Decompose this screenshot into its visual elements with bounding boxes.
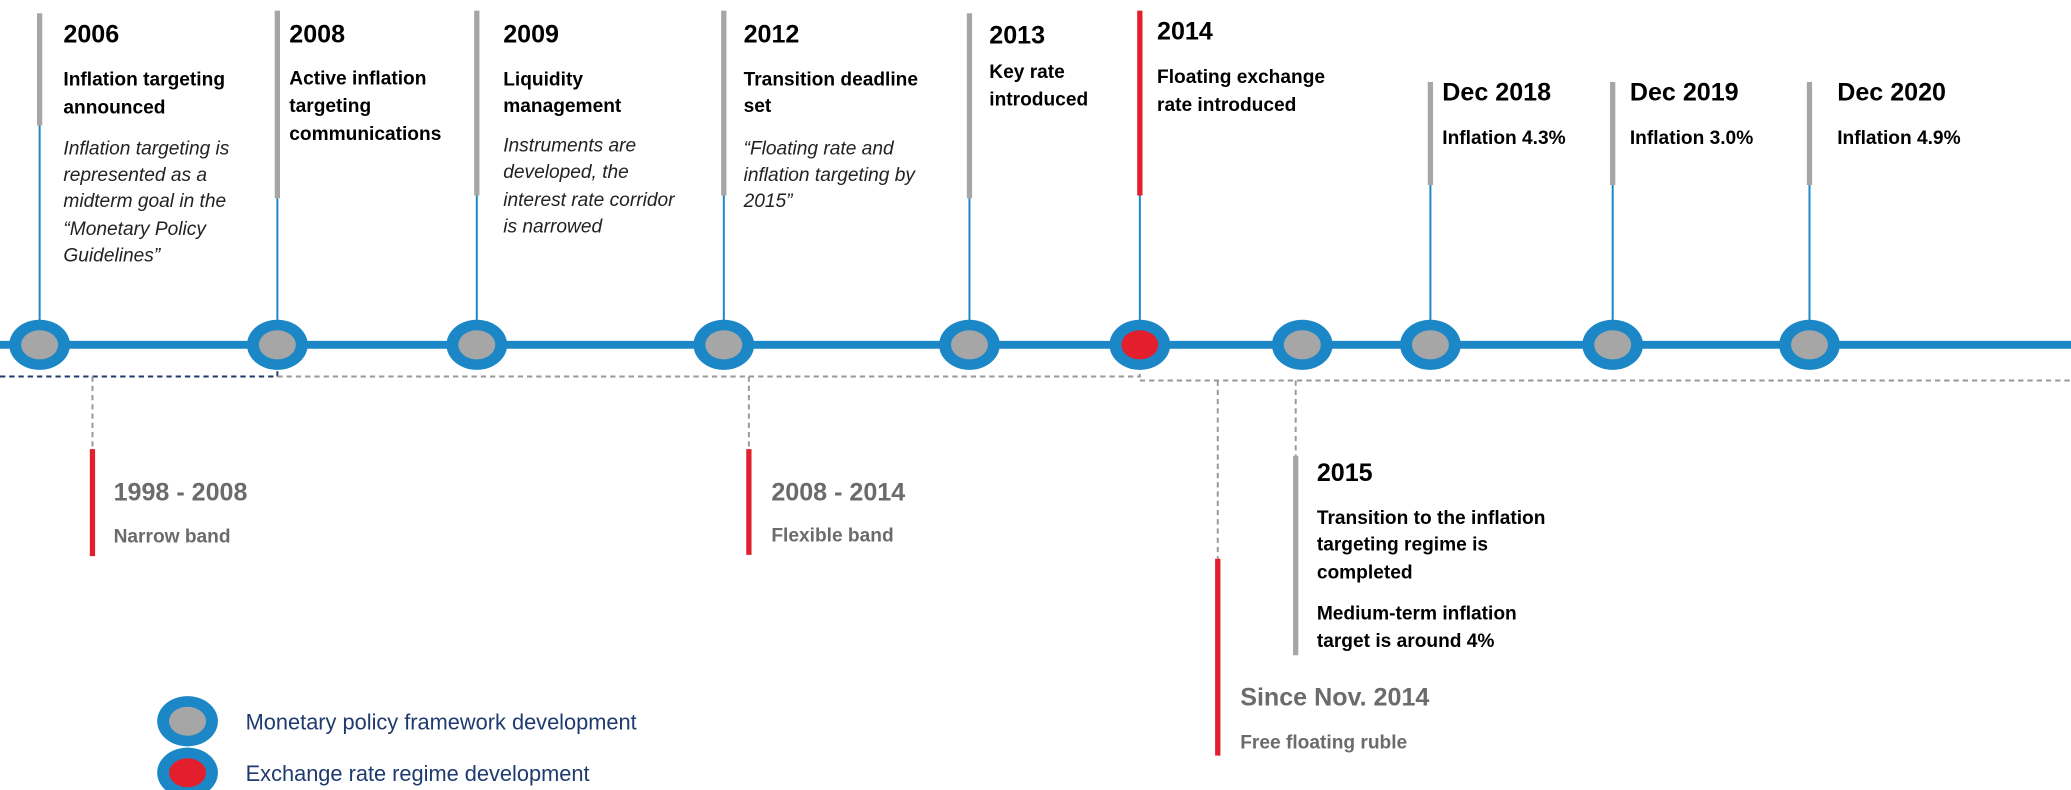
event-description: “Monetary Policy (63, 219, 207, 240)
legend-label: Monetary policy framework development (246, 710, 637, 735)
event-description: “Floating rate and (744, 138, 895, 159)
event-note: target is around 4% (1317, 631, 1495, 652)
node-inner (1411, 330, 1449, 360)
event-label: Flexible band (771, 525, 893, 546)
event-year: 2008 (289, 20, 345, 48)
event-period: 1998 - 2008 (114, 479, 248, 507)
event-title: Liquidity (503, 70, 583, 91)
event-year: Dec 2020 (1837, 78, 1946, 106)
event-title: Inflation 4.3% (1442, 128, 1565, 149)
event-title: Inflation 3.0% (1630, 128, 1753, 149)
event-year: Dec 2018 (1442, 78, 1551, 106)
event-year: 2012 (744, 20, 800, 48)
node-inner (1790, 330, 1828, 360)
event-year: Dec 2019 (1630, 78, 1739, 106)
event-description: 2015” (743, 191, 795, 212)
event-year: 2006 (63, 20, 119, 48)
event-description: developed, the (503, 162, 629, 183)
event-period: Since Nov. 2014 (1240, 683, 1429, 711)
event-label: Transition to the inflation (1317, 508, 1546, 529)
legend-label: Exchange rate regime development (246, 761, 590, 786)
event-description: interest rate corridor (503, 190, 676, 211)
event-title: communications (289, 124, 441, 145)
event-title: introduced (989, 90, 1088, 111)
event-label: Narrow band (114, 527, 231, 548)
event-title: Inflation 4.9% (1837, 128, 1960, 149)
node-inner (458, 330, 496, 360)
node-inner (1121, 330, 1159, 360)
event-title: Inflation targeting (63, 70, 225, 91)
event-year: 2013 (989, 22, 1045, 50)
node-inner (1594, 330, 1632, 360)
event-title: rate introduced (1157, 95, 1296, 116)
event-title: Key rate (989, 62, 1065, 83)
node-inner (21, 330, 59, 360)
node-inner (169, 706, 207, 736)
event-description: is narrowed (503, 216, 603, 237)
event-note: Medium-term inflation (1317, 603, 1517, 624)
event-title: announced (63, 97, 165, 118)
event-label: Free floating ruble (1240, 733, 1407, 754)
event-label: targeting regime is (1317, 535, 1488, 556)
event-title: Active inflation (289, 68, 426, 89)
event-description: midterm goal in the (63, 191, 226, 212)
event-title: set (744, 96, 772, 117)
event-period: 2015 (1317, 459, 1373, 487)
event-description: inflation targeting by (744, 165, 917, 186)
node-inner (169, 758, 207, 788)
event-title: Floating exchange (1157, 67, 1325, 88)
event-year: 2014 (1157, 18, 1213, 46)
event-title: Transition deadline (744, 70, 918, 91)
event-description: Instruments are (503, 136, 636, 157)
event-title: targeting (289, 96, 371, 117)
event-label: completed (1317, 562, 1413, 583)
event-description: Inflation targeting is (63, 138, 229, 159)
node-inner (705, 330, 743, 360)
event-period: 2008 - 2014 (771, 479, 905, 507)
node-inner (950, 330, 988, 360)
event-year: 2009 (503, 20, 559, 48)
node-inner (1283, 330, 1321, 360)
event-title: management (503, 96, 622, 117)
event-description: Guidelines” (63, 245, 161, 266)
event-description: represented as a (63, 165, 207, 186)
node-inner (258, 330, 296, 360)
